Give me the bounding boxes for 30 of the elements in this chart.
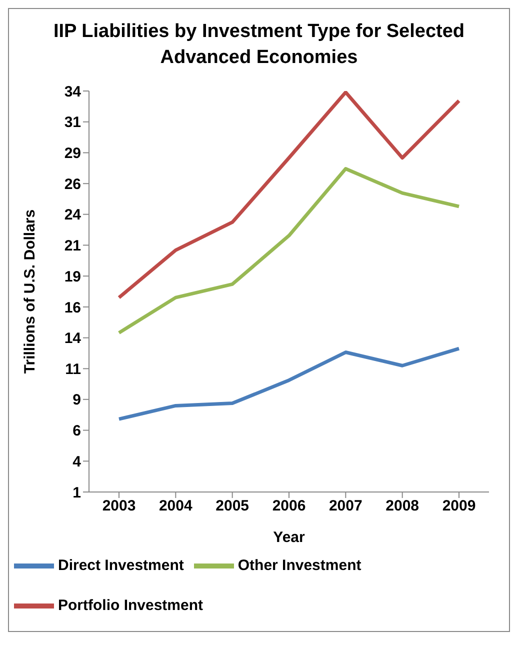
y-tick-label: 6 xyxy=(72,422,81,440)
x-tick-label: 2004 xyxy=(158,498,194,515)
x-tick-label: 2009 xyxy=(442,498,476,515)
y-tick-label: 14 xyxy=(64,330,82,348)
y-tick-label: 24 xyxy=(64,206,82,224)
y-tick-label: 21 xyxy=(64,238,81,255)
line-series xyxy=(117,346,461,421)
chart-title: IIP Liabilities by Investment Type for Selected Advanced Economies xyxy=(52,20,466,70)
y-tick-label: 29 xyxy=(64,145,81,162)
x-axis-title: Year xyxy=(273,529,306,546)
x-tick-label: 2003 xyxy=(102,498,136,515)
y-tick-label: 34 xyxy=(64,83,82,100)
x-tick-label: 2007 xyxy=(328,498,362,515)
line-series xyxy=(117,91,461,300)
x-tick-label: 2005 xyxy=(216,498,250,515)
x-tick-label: 2006 xyxy=(272,498,306,515)
legend-label: Direct Investment xyxy=(58,556,184,574)
y-tick-label: 1 xyxy=(72,484,81,502)
y-tick-label: 16 xyxy=(64,299,81,316)
x-tick-label: 2008 xyxy=(386,498,420,515)
legend-label: Portfolio Investment xyxy=(58,596,204,614)
y-tick-label: 11 xyxy=(65,360,81,378)
legend-label: Other Investment xyxy=(238,556,362,574)
line-series xyxy=(117,167,461,335)
y-tick-label: 26 xyxy=(64,176,81,193)
y-tick-label: 19 xyxy=(64,268,81,286)
y-axis-title: Trillions of U.S. Dollars xyxy=(21,209,38,374)
y-tick-label: 31 xyxy=(64,114,81,132)
y-tick-label: 4 xyxy=(72,453,82,470)
y-tick-label: 9 xyxy=(72,392,81,409)
